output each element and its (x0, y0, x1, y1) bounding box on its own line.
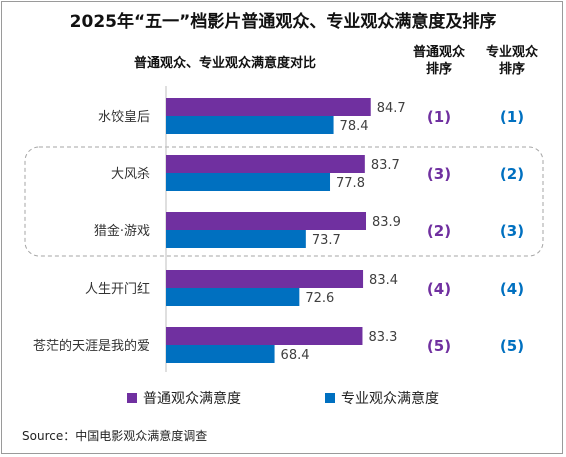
category-label: 水饺皇后 (98, 110, 150, 125)
value-label-general: 83.4 (369, 273, 398, 288)
rank-general: (3) (427, 165, 451, 183)
category-label: 人生开门红 (85, 281, 150, 297)
value-label-pro: 72.6 (305, 291, 334, 306)
legend-general-swatch (127, 393, 137, 403)
bar-pro (166, 345, 275, 363)
bar-general (166, 155, 365, 173)
rank-pro: (2) (500, 165, 524, 183)
rank-pro: (5) (500, 337, 524, 355)
bar-general (166, 212, 367, 230)
legend-general-label: 普通观众满意度 (143, 391, 241, 407)
bar-general (166, 98, 371, 116)
category-label: 苍茫的天涯是我的爱 (33, 338, 150, 354)
highlight-group-box (24, 146, 544, 257)
chart-subtitle: 普通观众、专业观众满意度对比 (133, 56, 316, 71)
pro-rank-header-line2: 排序 (498, 62, 525, 77)
value-label-general: 83.9 (372, 215, 401, 230)
bar-pro (166, 230, 306, 248)
chart-title: 2025年“五一”档影片普通观众、专业观众满意度及排序 (69, 12, 497, 32)
rank-general: (1) (427, 108, 451, 126)
value-label-pro: 77.8 (336, 176, 365, 191)
general-rank-header: 普通观众 排序 (398, 44, 480, 78)
pro-rank-header-line1: 专业观众 (485, 45, 538, 60)
legend-pro-swatch (325, 393, 335, 403)
rank-general: (5) (427, 337, 451, 355)
rank-pro: (1) (500, 108, 524, 126)
bar-pro (166, 116, 334, 134)
pro-rank-header: 专业观众 排序 (471, 44, 553, 78)
rank-pro: (4) (500, 280, 524, 298)
rank-general: (4) (427, 280, 451, 298)
bar-pro (166, 288, 300, 306)
bar-general (166, 327, 363, 345)
rank-pro: (3) (500, 222, 524, 240)
value-label-general: 84.7 (377, 101, 406, 116)
legend-pro-label: 专业观众满意度 (341, 391, 439, 407)
value-label-pro: 68.4 (281, 348, 310, 363)
legend-general: 普通观众满意度 (127, 389, 241, 407)
value-label-pro: 73.7 (312, 233, 341, 248)
category-label: 大风杀 (111, 167, 150, 182)
general-rank-header-line2: 排序 (425, 62, 452, 77)
bar-pro (166, 173, 331, 191)
value-label-general: 83.7 (371, 158, 400, 173)
source-note: Source：中国电影观众满意度调查 (22, 429, 208, 443)
value-label-general: 83.3 (368, 330, 397, 345)
category-label: 猎金·游戏 (94, 223, 150, 239)
rank-general: (2) (427, 222, 451, 240)
value-label-pro: 78.4 (340, 119, 369, 134)
bar-general (166, 270, 364, 288)
legend-pro: 专业观众满意度 (325, 389, 439, 407)
general-rank-header-line1: 普通观众 (412, 45, 465, 60)
